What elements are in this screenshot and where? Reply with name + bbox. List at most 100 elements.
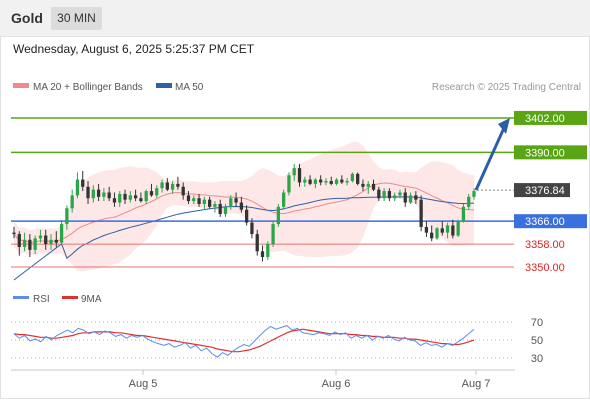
candle-body [44, 235, 48, 245]
candle-body [334, 179, 339, 184]
candle-body [250, 222, 254, 235]
pivot-level-label-3: 3366.00 [525, 216, 565, 228]
candle-body [181, 186, 185, 196]
candles [12, 163, 476, 262]
candle-body [472, 191, 476, 197]
candle-body [133, 195, 138, 199]
candle-body [350, 173, 355, 182]
candle-body [414, 195, 418, 200]
projection-arrow [474, 117, 510, 191]
candle-body [139, 198, 143, 202]
ma50-line [13, 196, 475, 281]
candle-body [229, 198, 233, 207]
rsi-tick-label-2: 30 [531, 353, 543, 365]
candle-body [197, 198, 201, 204]
candle-body [186, 195, 191, 202]
candle-body [467, 196, 471, 207]
candle-body [408, 195, 413, 203]
candle-body [107, 192, 111, 199]
candle-body [255, 234, 259, 252]
chart-header: Gold 30 MIN [0, 0, 590, 37]
candle-body [54, 239, 58, 243]
candle-body [440, 228, 444, 233]
candle-body [123, 193, 127, 200]
ma20-legend-swatch [13, 83, 29, 88]
candle-body [276, 206, 281, 225]
candle-body [213, 203, 217, 207]
candle-body [319, 179, 323, 183]
candle-body [287, 175, 291, 193]
rsi-tick-label-1: 50 [531, 335, 543, 347]
candle-body [75, 179, 80, 196]
candle-body [112, 198, 117, 203]
candle-body [102, 192, 106, 197]
candle-body [282, 192, 286, 207]
candle-body [86, 186, 90, 199]
candle-body [461, 206, 466, 222]
last-price-label: 3376.84 [525, 185, 565, 197]
candle-body [297, 168, 302, 183]
candle-body [371, 183, 376, 190]
candle-body [292, 168, 296, 176]
candle-body [308, 179, 312, 184]
candle-body [128, 195, 132, 200]
ma20-line [13, 182, 475, 244]
ma50-legend-swatch [156, 83, 172, 88]
candle-body [356, 173, 360, 184]
candle-body [234, 198, 238, 203]
timeframe-button[interactable]: 30 MIN [51, 7, 102, 30]
research-credit: Research © 2025 Trading Central [432, 82, 581, 93]
candle-body [17, 234, 21, 247]
last-price-badge [514, 183, 570, 198]
candle-body [361, 183, 365, 187]
rsi-legend-label: RSI [33, 294, 50, 305]
ma50-legend-label: MA 50 [175, 82, 204, 93]
support-level-label-4: 3358.00 [525, 239, 565, 251]
candle-body [160, 182, 164, 189]
candle-body [366, 183, 370, 187]
candle-body [393, 195, 397, 199]
target-level-badge-1 [514, 145, 587, 160]
candle-body [70, 195, 74, 209]
x-tick-label-0: Aug 5 [129, 378, 158, 390]
candle-body [49, 239, 53, 245]
candle-body [430, 232, 434, 239]
candle-body [382, 191, 386, 199]
x-tick-label-2: Aug 7 [462, 378, 491, 390]
candle-body [165, 182, 169, 190]
candle-body [81, 179, 85, 187]
candle-body [340, 179, 344, 183]
target-level-label-1: 3390.00 [525, 147, 565, 159]
candle-body [329, 181, 333, 184]
candle-body [398, 192, 402, 196]
target-level-badge-0 [514, 110, 587, 125]
candle-body [324, 181, 328, 183]
candle-body [96, 189, 101, 197]
candle-body [456, 221, 460, 236]
rsi-legend-swatch [13, 296, 29, 299]
candle-body [176, 183, 180, 187]
ma20-legend-label: MA 20 + Bollinger Bands [33, 82, 143, 93]
projection-arrow-shaft [474, 127, 506, 191]
candle-body [28, 239, 32, 250]
moving-averages [13, 182, 475, 281]
candle-body [387, 191, 392, 199]
candle-body [266, 244, 270, 258]
candle-body [435, 228, 439, 239]
rsi-panel: 70 50 30 [11, 317, 543, 365]
rsi-ma-legend-label: 9MA [81, 294, 102, 305]
instrument-name: Gold [11, 10, 43, 26]
candle-body [91, 189, 95, 199]
rsi-ma-line [13, 328, 475, 353]
candle-body [245, 209, 249, 223]
candle-body [170, 183, 175, 190]
candle-body [65, 208, 69, 225]
candle-body [12, 232, 16, 235]
candle-body [59, 224, 64, 243]
chart-datetime: Wednesday, August 6, 2025 5:25:37 PM CET [13, 42, 255, 56]
candle-body [260, 251, 265, 258]
candle-body [403, 192, 407, 203]
price-levels [11, 117, 514, 268]
x-axis-ticks: Aug 5 Aug 6 Aug 7 [129, 370, 491, 390]
